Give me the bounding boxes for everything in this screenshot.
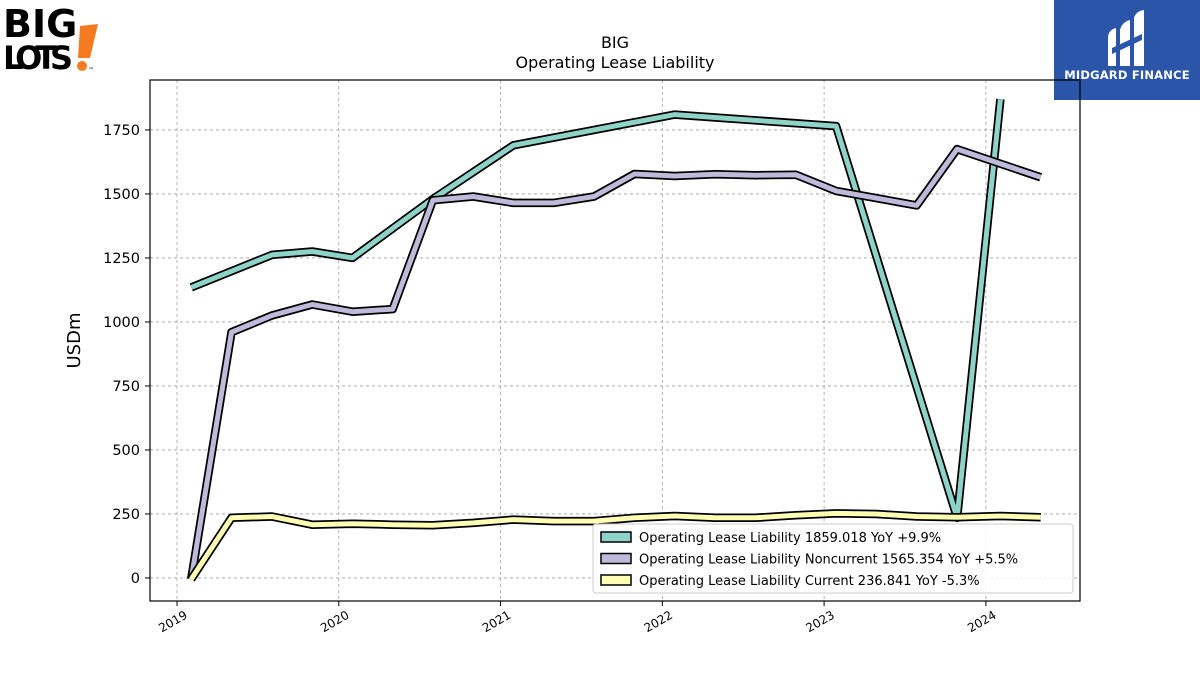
legend-item: Operating Lease Liability Current 236.84… [600,574,980,589]
y-tick-label: 750 [112,379,140,395]
midgard-finance-logo: MIDGARD FINANCE [1054,0,1200,100]
x-tick-label: 2022 [642,608,675,635]
series-layer [187,98,1043,582]
x-tick-label: 2021 [480,608,513,635]
y-tick-label: 1500 [103,187,140,203]
legend-item: Operating Lease Liability Noncurrent 156… [600,552,1018,568]
logo-exclamation-bar [78,24,98,58]
partner-logo-name: MIDGARD FINANCE [1064,68,1190,82]
series-1 [189,98,1005,523]
legend-swatch [600,574,632,586]
legend-label: Operating Lease Liability Noncurrent 156… [639,553,1018,568]
logo-tm: ™ [88,67,94,74]
x-tick-label: 2020 [318,608,351,635]
legend-label: Operating Lease Liability 1859.018 YoY +… [639,531,941,546]
legend-box [592,523,1074,594]
y-tick-label: 1250 [103,251,140,267]
midgard-emblem-icon [1108,10,1144,66]
x-tick-label: 2019 [156,608,189,635]
logo-line-lots: LOTS [3,39,73,77]
chart-subtitle: Operating Lease Liability [515,53,714,72]
y-tick-label: 0 [131,571,140,587]
y-tick-label: 1750 [103,123,140,139]
series-3 [187,509,1041,582]
y-tick-label: 250 [112,507,140,523]
big-lots-logo: BIG LOTS ™ [3,2,98,77]
series-2 [187,144,1043,580]
plot-frame [149,79,1081,602]
logo-exclamation-dot [77,61,87,71]
series-line [189,510,1041,581]
legend-swatch [600,552,632,565]
x-tick-label: 2023 [803,608,836,635]
y-tick-label: 500 [112,443,140,459]
legend: Operating Lease Liability 1859.018 YoY +… [592,523,1074,594]
x-tick-label: 2024 [965,608,998,635]
series-line [188,146,1042,580]
legend-label: Operating Lease Liability Current 236.84… [639,574,980,589]
series-line [190,98,1003,521]
chart-title: BIG [601,33,629,52]
y-axis-label: USDm [64,313,85,369]
legend-item: Operating Lease Liability 1859.018 YoY +… [600,531,941,546]
logo-line-big: BIG [3,2,77,46]
y-tick-label: 1000 [103,315,140,331]
legend-swatch [600,531,632,543]
